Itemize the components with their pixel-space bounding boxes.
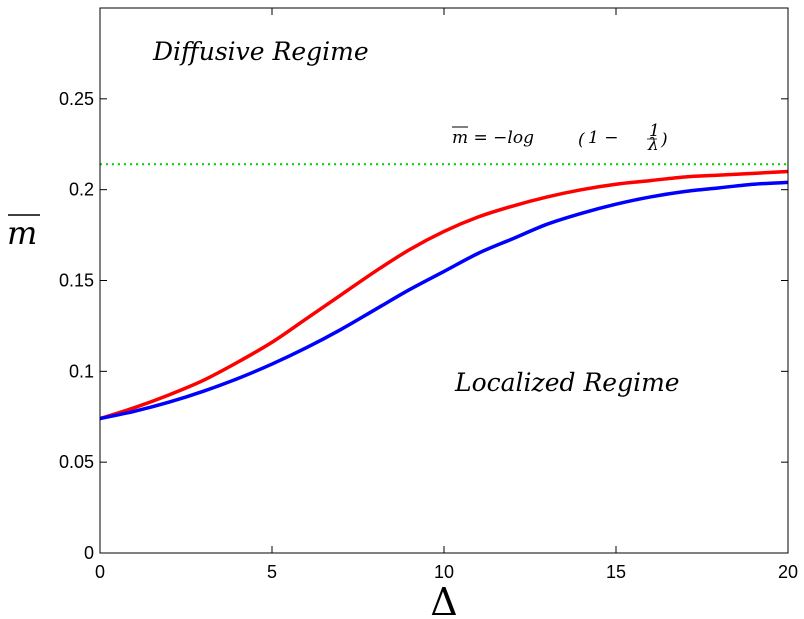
localized-regime-annotation: Localized Regime: [454, 368, 680, 397]
formula-one-minus: 1 −: [588, 128, 618, 148]
series-layer: [99, 163, 789, 421]
y-tick-label: 0.15: [59, 271, 94, 291]
series-line-1: [99, 169, 789, 421]
formula-lhs: m = −log: [452, 128, 534, 148]
x-tick-label: 10: [434, 562, 454, 582]
formula-fraction-numerator: 1: [649, 121, 660, 141]
x-tick-label: 15: [606, 562, 626, 582]
formula-fraction-denominator: λ: [647, 135, 659, 155]
y-tick-label: 0.25: [59, 89, 94, 109]
asymptote-formula: m = −log ( 1 − 1 λ ): [452, 121, 668, 155]
plot-frame: [99, 7, 789, 554]
series-line-2: [99, 180, 789, 421]
y-tick-label: 0.1: [69, 361, 94, 381]
x-tick-label: 20: [778, 562, 798, 582]
plot-background: [100, 8, 788, 553]
formula-paren-close: ): [660, 130, 668, 150]
x-tick-label: 0: [95, 562, 105, 582]
diffusive-regime-annotation: Diffusive Regime: [152, 37, 369, 66]
formula-paren-open: (: [578, 130, 585, 150]
y-tick-label: 0: [84, 543, 94, 563]
y-axis-label: m: [7, 214, 40, 252]
x-axis-label: Δ: [430, 580, 457, 619]
x-tick-label: 5: [267, 562, 277, 582]
y-axis-label-text: m: [7, 214, 37, 252]
y-tick-label: 0.05: [59, 452, 94, 472]
y-tick-label: 0.2: [69, 180, 94, 200]
